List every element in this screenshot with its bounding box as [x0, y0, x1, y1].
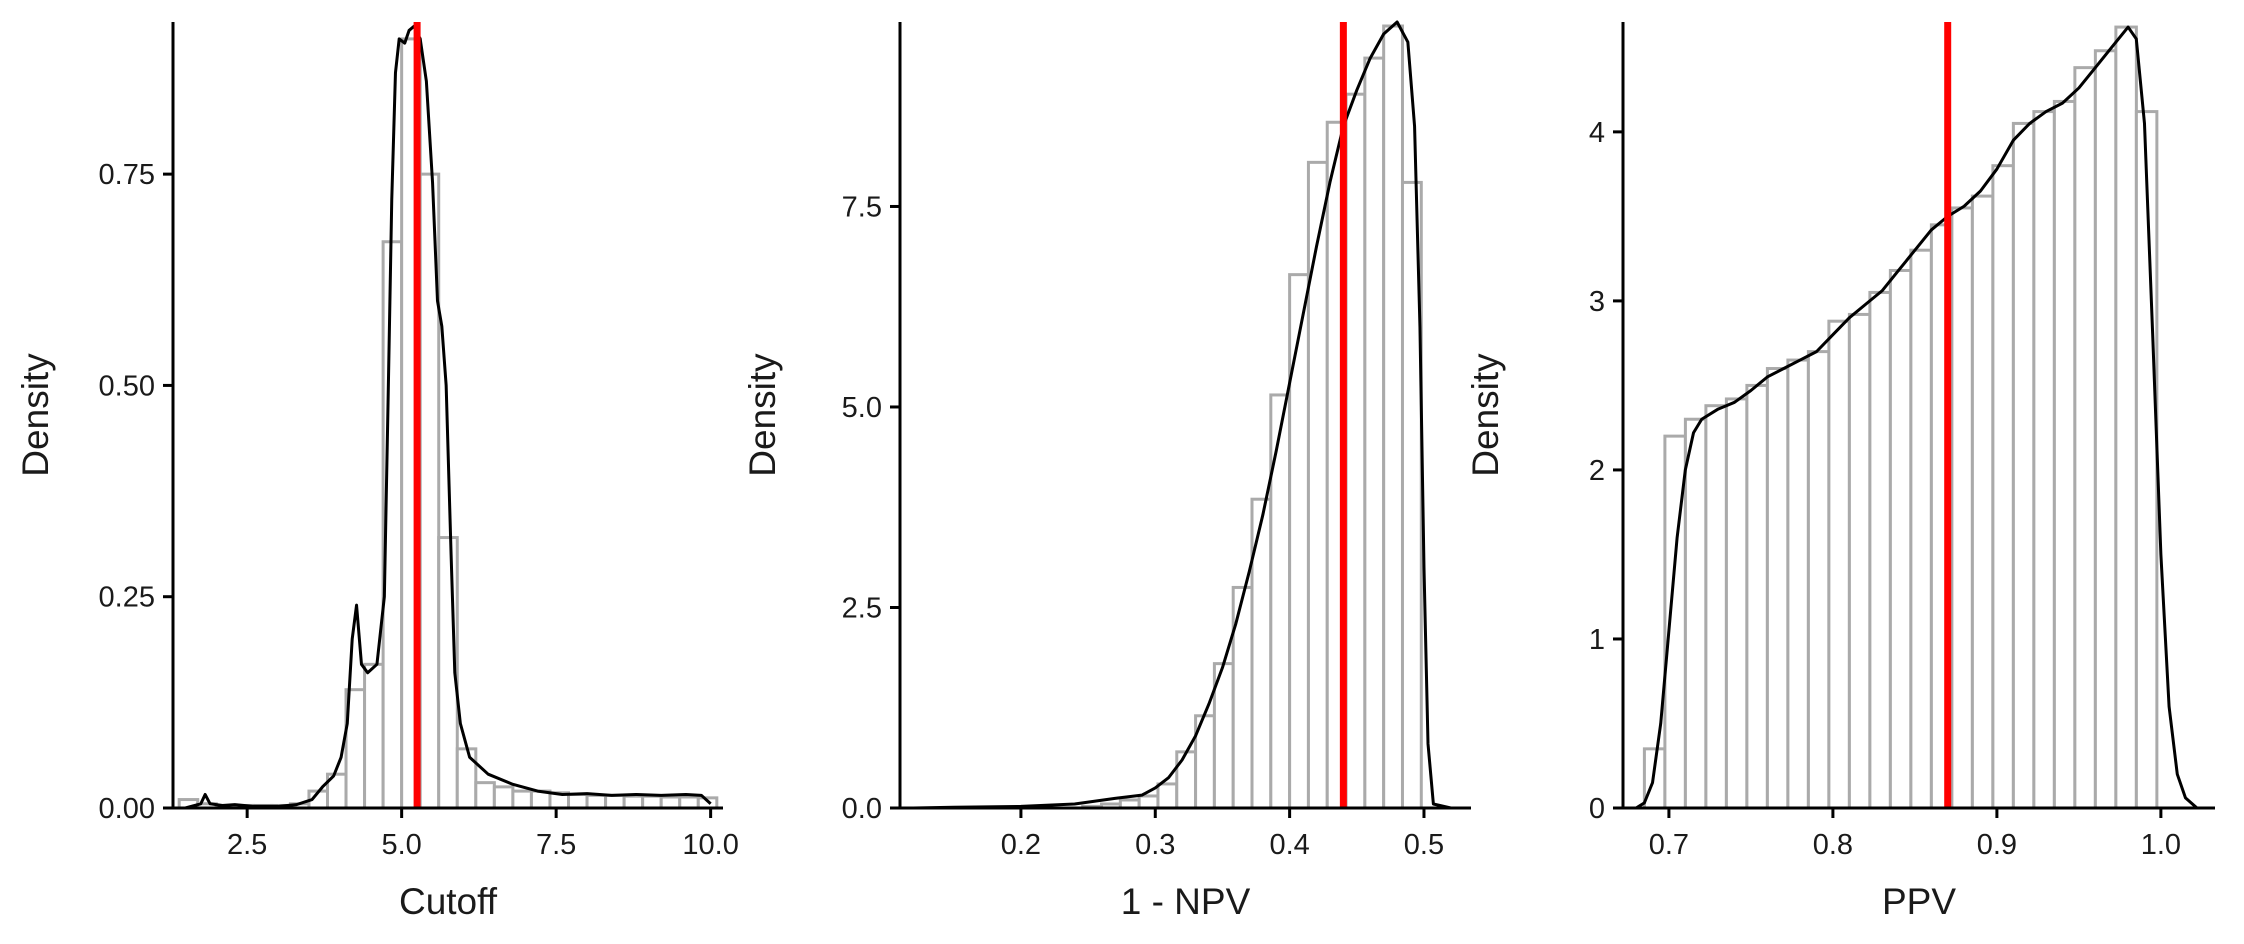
- cutoff-histogram-bar: [641, 794, 663, 810]
- ppv-histogram-bar: [1991, 164, 2015, 810]
- ppv-y-tick-label: 0: [1589, 793, 1605, 825]
- cutoff-histogram-bar: [604, 793, 626, 810]
- ppv-histogram-bar: [1724, 397, 1749, 810]
- ppv-y-tick-label: 1: [1589, 624, 1605, 656]
- 1-minus-npv-y-axis-title: Density: [742, 353, 783, 477]
- ppv-histogram-bar: [1827, 319, 1851, 810]
- 1-minus-npv-y-tick-label: 2.5: [842, 592, 882, 624]
- ppv-histogram-bar: [1888, 268, 1913, 810]
- 1-minus-npv-density-line: [913, 20, 1452, 810]
- ppv-histogram-bar: [2073, 66, 2097, 810]
- 1-minus-npv-x-tick-label: 0.2: [1001, 829, 1041, 861]
- ppv-y-tick-label: 4: [1589, 117, 1605, 149]
- cutoff-density-line: [184, 24, 712, 810]
- cutoff-histogram-bar: [511, 789, 533, 810]
- cutoff-histogram-bar: [659, 795, 682, 810]
- ppv-histogram-bar: [2114, 25, 2138, 810]
- ppv-histogram-bar: [2032, 110, 2056, 810]
- ppv-density-line: [1635, 25, 2198, 810]
- cutoff-histogram-bar: [492, 785, 515, 810]
- ppv-x-tick-label: 0.8: [1813, 829, 1853, 861]
- 1-minus-npv-histogram-bar: [1137, 794, 1160, 810]
- ppv-y-axis-title: Density: [1465, 353, 1506, 477]
- cutoff-histogram-bar: [567, 792, 589, 810]
- 1-minus-npv-histogram-bar: [1344, 92, 1367, 810]
- 1-minus-npv-x-tick-label: 0.5: [1404, 829, 1444, 861]
- cutoff-x-tick-label: 10.0: [682, 829, 738, 861]
- ppv-histogram-bar: [1909, 248, 1933, 810]
- ppv-histogram-bar: [1765, 367, 1790, 810]
- cutoff-x-tick-label: 7.5: [536, 829, 576, 861]
- cutoff-histogram-bar: [474, 781, 496, 810]
- ppv-histogram-bar: [1683, 417, 1708, 810]
- cutoff-histogram-bar: [455, 747, 478, 810]
- ppv-histogram-bar: [1745, 383, 1769, 810]
- ppv-histogram-bar: [1806, 350, 1831, 810]
- ppv-x-tick-label: 0.7: [1649, 829, 1689, 861]
- cutoff-histogram-bar: [585, 793, 608, 810]
- ppv-histogram-bar: [1847, 312, 1872, 810]
- cutoff-y-tick-label: 0.50: [99, 370, 155, 402]
- 1-minus-npv-histogram-bar: [1306, 160, 1329, 810]
- ppv-x-tick-label: 0.9: [1977, 829, 2017, 861]
- ppv-histogram-bar: [2052, 99, 2077, 810]
- ppv-y-tick-label: 2: [1589, 455, 1605, 487]
- panel-ppv-histogram: 0.7 0.8 0.9 1.0 0 1 2 3 4 PPV Density: [1465, 22, 2215, 922]
- cutoff-x-axis-title: Cutoff: [399, 881, 498, 922]
- ppv-histogram-bar: [1950, 206, 1974, 810]
- ppv-histogram-bar: [2093, 49, 2118, 810]
- 1-minus-npv-y-tick-label: 7.5: [842, 191, 882, 223]
- 1-minus-npv-histogram-bar: [1363, 56, 1386, 810]
- cutoff-y-tick-label: 0.00: [99, 793, 155, 825]
- cutoff-histogram-bar: [363, 662, 385, 810]
- ppv-histogram-bar: [1786, 358, 1810, 810]
- ppv-histogram-bar: [2011, 121, 2036, 810]
- 1-minus-npv-histogram-bar: [1175, 750, 1198, 810]
- cutoff-x-tick-label: 2.5: [227, 829, 267, 861]
- cutoff-histogram-bar: [622, 794, 645, 810]
- 1-minus-npv-histogram-bar: [1382, 24, 1404, 810]
- 1-minus-npv-x-axis-title: 1 - NPV: [1121, 881, 1251, 922]
- ppv-x-tick-label: 1.0: [2141, 829, 2181, 861]
- cutoff-x-tick-label: 5.0: [381, 829, 421, 861]
- 1-minus-npv-histogram-bar: [1288, 273, 1310, 810]
- ppv-histogram-bar: [1704, 404, 1728, 810]
- ppv-y-tick-label: 3: [1589, 286, 1605, 318]
- cutoff-histogram-bar: [678, 795, 700, 810]
- 1-minus-npv-histogram-bar: [1156, 782, 1179, 810]
- panel-1-minus-npv-histogram: 0.2 0.3 0.4 0.5 0.0 2.5 5.0 7.5 1 - NPV Density: [742, 20, 1471, 922]
- ppv-x-axis-title: PPV: [1882, 881, 1956, 922]
- panel-cutoff-histogram: 2.5 5.0 7.5 10.0 0.00 0.25 0.50 0.75 Cutoff Densi…: [15, 22, 739, 922]
- ppv-histogram-bar: [1868, 290, 1892, 810]
- 1-minus-npv-x-tick-label: 0.4: [1269, 829, 1309, 861]
- cutoff-y-axis-title: Density: [15, 353, 56, 477]
- ppv-histogram-bar: [1970, 194, 1995, 810]
- 1-minus-npv-y-tick-label: 0.0: [842, 793, 882, 825]
- 1-minus-npv-x-tick-label: 0.3: [1135, 829, 1175, 861]
- 1-minus-npv-y-tick-label: 5.0: [842, 392, 882, 424]
- cutoff-y-tick-label: 0.25: [99, 582, 155, 614]
- cutoff-y-tick-label: 0.75: [99, 159, 155, 191]
